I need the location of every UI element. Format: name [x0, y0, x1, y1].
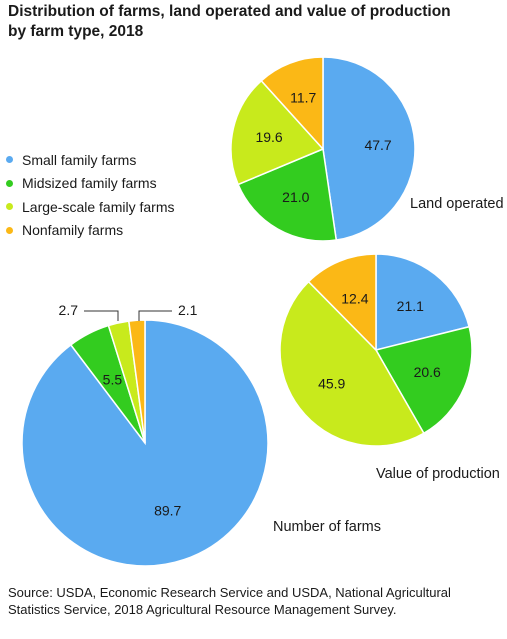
number-of-farms-value-label-midsized-family-farms: 5.5 [103, 372, 123, 388]
chart-title-line-2: by farm type, 2018 [8, 23, 144, 40]
legend: Small family farms Midsized family farms… [6, 148, 175, 242]
legend-label-large-scale-family: Large-scale family farms [22, 198, 175, 215]
legend-label-nonfamily: Nonfamily farms [22, 222, 124, 239]
land-operated-value-label-nonfamily-farms: 11.7 [290, 90, 316, 106]
legend-label-midsized-family: Midsized family farms [22, 175, 157, 192]
number-of-farms-pie-title: Number of farms [273, 519, 381, 535]
number-of-farms-callout-line-nonfamily-farms [138, 310, 172, 321]
land-operated-slice-midsized-family-farms [237, 147, 338, 242]
legend-item-large-scale-family: Large-scale family farms [6, 195, 175, 219]
value-of-production-pie-title: Value of production [376, 466, 500, 482]
number-of-farms-value-label-nonfamily-farms: 2.1 [178, 302, 198, 318]
legend-label-small-family: Small family farms [22, 151, 137, 168]
value-of-production-slice-nonfamily-farms [307, 253, 377, 352]
number-of-farms-slice-nonfamily-farms [127, 319, 146, 444]
land-operated-pie-title: Land operated [410, 196, 504, 212]
value-of-production-value-label-large-scale-family-farms: 45.9 [318, 376, 345, 392]
land-operated-value-label-midsized-family-farms: 21.0 [282, 189, 309, 205]
legend-swatch-nonfamily [6, 226, 13, 234]
land-operated-slice-nonfamily-farms [260, 56, 324, 151]
chart-title: Distribution of farms, land operated and… [8, 2, 498, 42]
number-of-farms-value-label-small-family-farms: 89.7 [154, 503, 181, 519]
legend-swatch-midsized-family [6, 179, 13, 187]
value-of-production-slice-midsized-family-farms [374, 325, 473, 435]
land-operated-value-label-small-family-farms: 47.7 [364, 137, 391, 153]
legend-item-nonfamily: Nonfamily farms [6, 219, 175, 243]
value-of-production-value-label-midsized-family-farms: 20.6 [414, 364, 441, 380]
number-of-farms-callout-line-large-scale-family-farms [84, 310, 119, 321]
land-operated-slice-large-scale-family-farms [230, 79, 325, 186]
value-of-production-value-label-small-family-farms: 21.1 [397, 298, 424, 314]
value-of-production-slice-small-family-farms [375, 253, 471, 351]
value-of-production-slice-large-scale-family-farms [279, 280, 425, 447]
legend-swatch-large-scale-family [6, 203, 13, 211]
legend-item-midsized-family: Midsized family farms [6, 172, 175, 196]
chart-title-line-1: Distribution of farms, land operated and… [8, 3, 451, 20]
legend-swatch-small-family [6, 156, 13, 164]
land-operated-value-label-large-scale-family-farms: 19.6 [255, 129, 282, 145]
source-note: Source: USDA, Economic Research Service … [8, 585, 451, 617]
number-of-farms-value-label-large-scale-family-farms: 2.7 [59, 302, 79, 318]
legend-item-small-family: Small family farms [6, 148, 175, 172]
land-operated-slice-small-family-farms [322, 56, 416, 241]
value-of-production-value-label-nonfamily-farms: 12.4 [341, 291, 368, 307]
